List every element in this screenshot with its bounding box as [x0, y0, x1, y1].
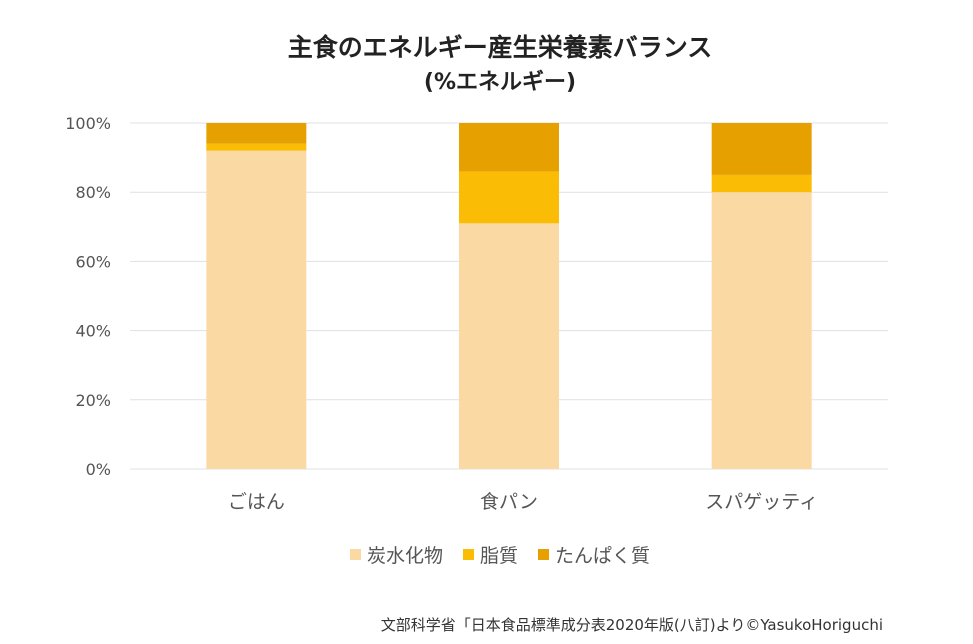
y-tick-label: 60% [75, 252, 111, 271]
chart-title: 主食のエネルギー産生栄養素バランス [287, 33, 713, 62]
legend-swatch-protein [538, 549, 549, 560]
bar-segment [459, 171, 559, 224]
legend-swatch-carbohydrate [349, 549, 361, 560]
y-tick-label: 0% [86, 460, 111, 479]
bar-segment [711, 123, 812, 175]
legend-label-fat: 脂質 [479, 545, 518, 567]
x-tick-label: 食パン [480, 491, 538, 513]
y-tick-label: 20% [75, 391, 111, 410]
y-tick-label: 100% [65, 114, 111, 133]
bar-segment [459, 223, 559, 469]
bar-segment [459, 123, 559, 172]
y-tick-label: 40% [75, 322, 111, 341]
y-tick-label: 80% [75, 183, 111, 202]
x-tick-label: スパゲッティ [705, 491, 818, 513]
legend-label-protein: たんぱく質 [555, 545, 651, 567]
x-tick-label: ごはん [228, 491, 285, 513]
legend-swatch-fat [462, 549, 474, 560]
chart-subtitle: (%エネルギー) [423, 70, 577, 95]
chart-legend: 炭水化物 脂質 たんぱく質 [300, 541, 700, 568]
bar-segment [711, 174, 812, 193]
legend-label-carbohydrate: 炭水化物 [366, 545, 443, 567]
source-citation: 文部科学省「日本食品標準成分表2020年版(八訂)より©YasukoHorigu… [380, 616, 883, 634]
legend-item-fat: 脂質 [462, 541, 518, 568]
bar-segment [206, 150, 307, 469]
bar-segment [711, 192, 812, 469]
bar-segment [206, 123, 307, 144]
legend-item-protein: たんぱく質 [538, 541, 650, 568]
bar-segment [206, 143, 307, 151]
legend-item-carbohydrate: 炭水化物 [349, 541, 443, 568]
